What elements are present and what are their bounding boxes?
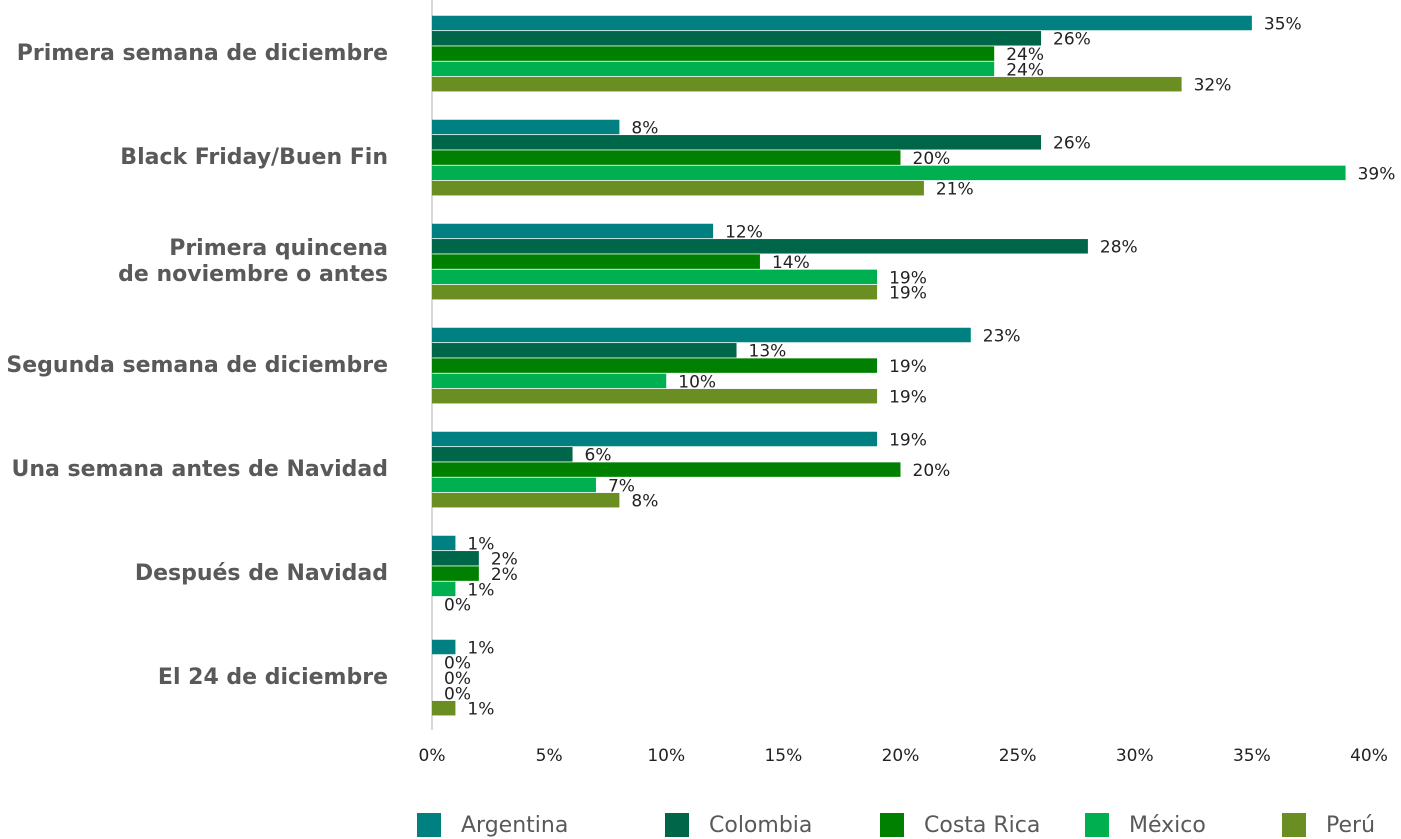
bar: [432, 358, 878, 373]
legend-swatch: [880, 813, 904, 837]
x-tick-label: 30%: [1116, 746, 1154, 766]
bar: [432, 551, 479, 566]
x-tick-label: 10%: [647, 746, 685, 766]
value-label: 1%: [467, 580, 494, 600]
x-tick-label: 40%: [1350, 746, 1388, 766]
value-label: 26%: [1053, 134, 1091, 154]
value-label: 0%: [444, 596, 471, 616]
bar: [432, 165, 1346, 181]
bar: [432, 76, 1182, 92]
value-label: 20%: [913, 149, 951, 169]
value-label: 12%: [725, 222, 763, 242]
bar: [432, 462, 901, 477]
value-label: 1%: [467, 534, 494, 554]
category-label: Después de Navidad: [135, 561, 388, 586]
value-label: 1%: [467, 700, 494, 720]
value-label: 2%: [491, 550, 518, 570]
bar: [432, 700, 456, 716]
value-label: 19%: [889, 430, 927, 450]
bar: [432, 373, 667, 389]
x-tick-label: 5%: [536, 746, 563, 766]
bar: [432, 223, 714, 239]
legend-label: Argentina: [461, 813, 568, 838]
legend-label: Perú: [1326, 813, 1375, 838]
value-label: 14%: [772, 253, 810, 273]
bar: [432, 46, 995, 61]
value-label: 19%: [889, 284, 927, 304]
bar: [432, 477, 596, 493]
bar: [432, 254, 760, 269]
bar: [432, 119, 620, 135]
x-tick-label: 25%: [999, 746, 1037, 766]
value-label: 1%: [467, 638, 494, 658]
category-label: Primera semana de diciembre: [17, 41, 388, 66]
bar: [432, 284, 878, 300]
legend-label: Colombia: [709, 813, 812, 838]
value-label: 8%: [631, 118, 658, 138]
bar: [432, 431, 878, 447]
value-label: 28%: [1100, 238, 1138, 258]
legend-swatch: [1085, 813, 1109, 837]
value-label: 21%: [936, 180, 974, 200]
category-label: Black Friday/Buen Fin: [120, 145, 388, 170]
value-label: 26%: [1053, 30, 1091, 50]
value-label: 39%: [1358, 164, 1396, 184]
value-label: 19%: [889, 388, 927, 408]
bar: [432, 492, 620, 508]
value-label: 23%: [983, 326, 1021, 346]
legend-swatch: [665, 813, 689, 837]
value-label: 24%: [1006, 45, 1044, 65]
legend-label: México: [1129, 813, 1206, 838]
value-label: 24%: [1006, 60, 1044, 80]
value-label: 8%: [631, 492, 658, 512]
value-label: 19%: [889, 268, 927, 288]
bar: [432, 639, 456, 655]
value-label: 13%: [749, 342, 787, 362]
x-tick-label: 35%: [1233, 746, 1271, 766]
bar: [432, 581, 456, 597]
bar: [432, 535, 456, 551]
bar: [432, 15, 1252, 31]
legend-swatch: [1282, 813, 1306, 837]
bar: [432, 180, 924, 196]
value-label: 35%: [1264, 14, 1302, 34]
x-tick-label: 0%: [419, 746, 446, 766]
value-label: 20%: [913, 461, 951, 481]
category-label: Una semana antes de Navidad: [12, 457, 389, 482]
category-label: El 24 de diciembre: [158, 665, 388, 690]
x-tick-label: 15%: [764, 746, 802, 766]
bar: [432, 61, 995, 77]
bar: [432, 135, 1042, 150]
value-label: 0%: [444, 654, 471, 674]
bar: [432, 31, 1042, 46]
value-label: 10%: [678, 372, 716, 392]
bar: [432, 566, 479, 581]
category-label: Segunda semana de diciembre: [6, 353, 388, 378]
value-label: 7%: [608, 476, 635, 496]
bar: [432, 327, 971, 343]
legend-swatch: [417, 813, 441, 837]
bar: [432, 447, 573, 462]
x-tick-label: 20%: [882, 746, 920, 766]
value-label: 0%: [444, 669, 471, 689]
bar: [432, 343, 737, 358]
value-label: 32%: [1194, 76, 1232, 96]
category-label: Primera quincena de noviembre o antes: [118, 236, 388, 287]
legend-label: Costa Rica: [924, 813, 1040, 838]
bar: [432, 150, 901, 165]
value-label: 19%: [889, 357, 927, 377]
bar: [432, 388, 878, 404]
bar: [432, 239, 1088, 254]
value-label: 0%: [444, 684, 471, 704]
value-label: 2%: [491, 565, 518, 585]
bar: [432, 269, 878, 285]
value-label: 6%: [585, 446, 612, 466]
